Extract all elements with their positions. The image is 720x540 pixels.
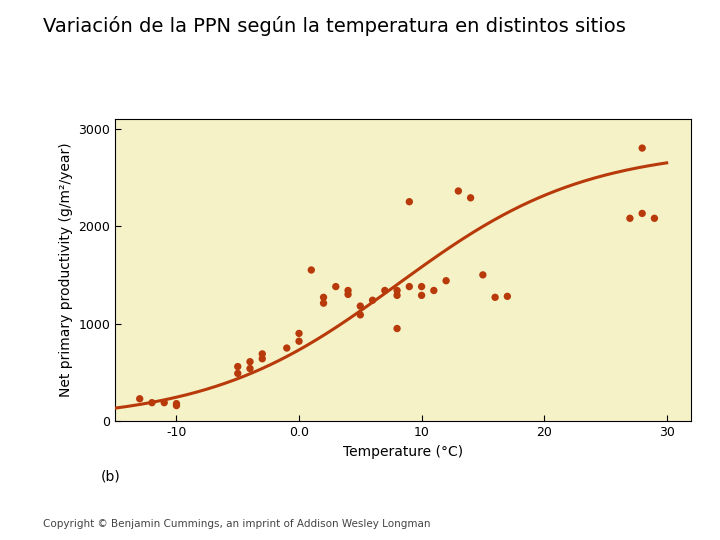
Point (490, 293, 501, 302)
Point (342, 286, 354, 295)
Point (477, 271, 489, 279)
Point (318, 293, 329, 302)
Point (465, 193, 477, 202)
Point (379, 286, 390, 295)
X-axis label: Temperature (°C): Temperature (°C) (343, 444, 463, 458)
Point (391, 324, 402, 333)
Point (453, 187, 464, 195)
Point (416, 291, 428, 300)
Y-axis label: Net primary productivity (g/m²/year): Net primary productivity (g/m²/year) (59, 143, 73, 397)
Point (366, 296, 378, 305)
Text: Copyright © Benjamin Cummings, an imprint of Addison Wesley Longman: Copyright © Benjamin Cummings, an imprin… (43, 519, 431, 529)
Point (391, 286, 402, 295)
Point (171, 401, 182, 410)
Text: (b): (b) (101, 470, 120, 484)
Point (636, 209, 648, 218)
Point (256, 349, 268, 358)
Point (293, 337, 305, 346)
Point (232, 362, 243, 371)
Point (416, 282, 428, 291)
Point (146, 399, 158, 407)
Point (636, 144, 648, 152)
Point (171, 399, 182, 408)
Point (391, 291, 402, 300)
Point (624, 214, 636, 222)
Point (244, 364, 256, 373)
Point (244, 357, 256, 366)
Point (354, 310, 366, 319)
Point (305, 266, 317, 274)
Point (502, 292, 513, 301)
Point (404, 198, 415, 206)
Point (649, 214, 660, 222)
Point (318, 299, 329, 307)
Point (428, 286, 440, 295)
Point (330, 282, 341, 291)
Point (342, 290, 354, 299)
Point (354, 302, 366, 310)
Point (281, 344, 292, 353)
Point (441, 276, 452, 285)
Point (232, 369, 243, 377)
Point (256, 354, 268, 363)
Text: Variación de la PPN según la temperatura en distintos sitios: Variación de la PPN según la temperatura… (43, 16, 626, 36)
Point (293, 329, 305, 338)
Point (404, 282, 415, 291)
Point (158, 399, 170, 407)
Point (134, 394, 145, 403)
